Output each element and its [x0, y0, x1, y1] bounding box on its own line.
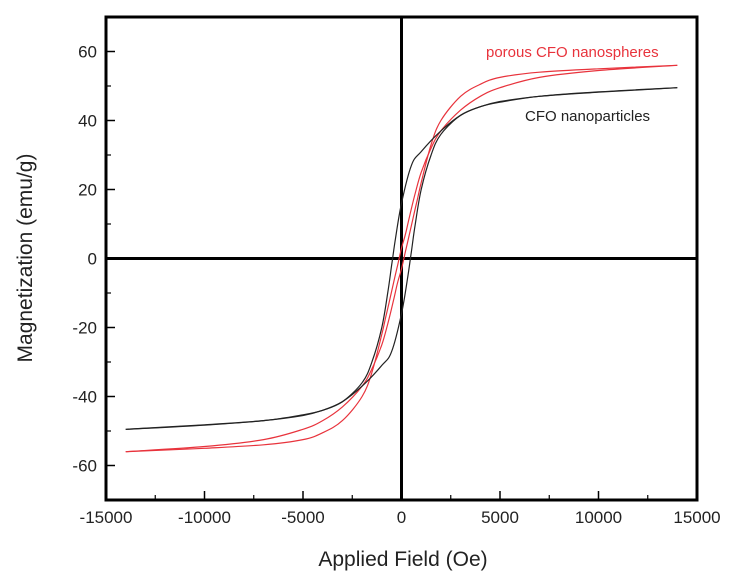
y-tick-label: -40: [72, 388, 97, 407]
axis-ticks: [105, 16, 698, 501]
y-tick-label: 20: [78, 181, 97, 200]
series-porous-cfo-nanospheres-ascending-branch: [125, 64, 678, 453]
x-tick-label: 5000: [481, 508, 519, 527]
series-porous-cfo-nanospheres-descending-branch: [125, 64, 678, 453]
x-tick-label: 10000: [575, 508, 622, 527]
annotation-cfo-nanoparticles: CFO nanoparticles: [525, 108, 650, 125]
y-tick-label: 40: [78, 112, 97, 131]
y-tick-label: 60: [78, 43, 97, 62]
y-tick-label: -60: [72, 457, 97, 476]
x-tick-label: -10000: [178, 508, 231, 527]
annotation-porous-cfo-nanospheres: porous CFO nanospheres: [486, 44, 659, 61]
y-tick-label: -20: [72, 319, 97, 338]
x-tick-label: -15000: [80, 508, 133, 527]
x-tick-label: 0: [397, 508, 406, 527]
plot-area: [104, 15, 699, 502]
x-tick-label: 15000: [673, 508, 720, 527]
y-axis-title: Magnetization (emu/g): [14, 154, 37, 363]
y-tick-label: 0: [88, 250, 97, 269]
tick-labels: -15000 -10000 -5000 0 5000 10000 15000 -60 -40 -2…: [72, 43, 720, 528]
x-tick-label: -5000: [281, 508, 324, 527]
series-cfo-nanoparticles-ascending-branch: [125, 87, 678, 430]
x-axis-title: Applied Field (Oe): [318, 548, 487, 571]
